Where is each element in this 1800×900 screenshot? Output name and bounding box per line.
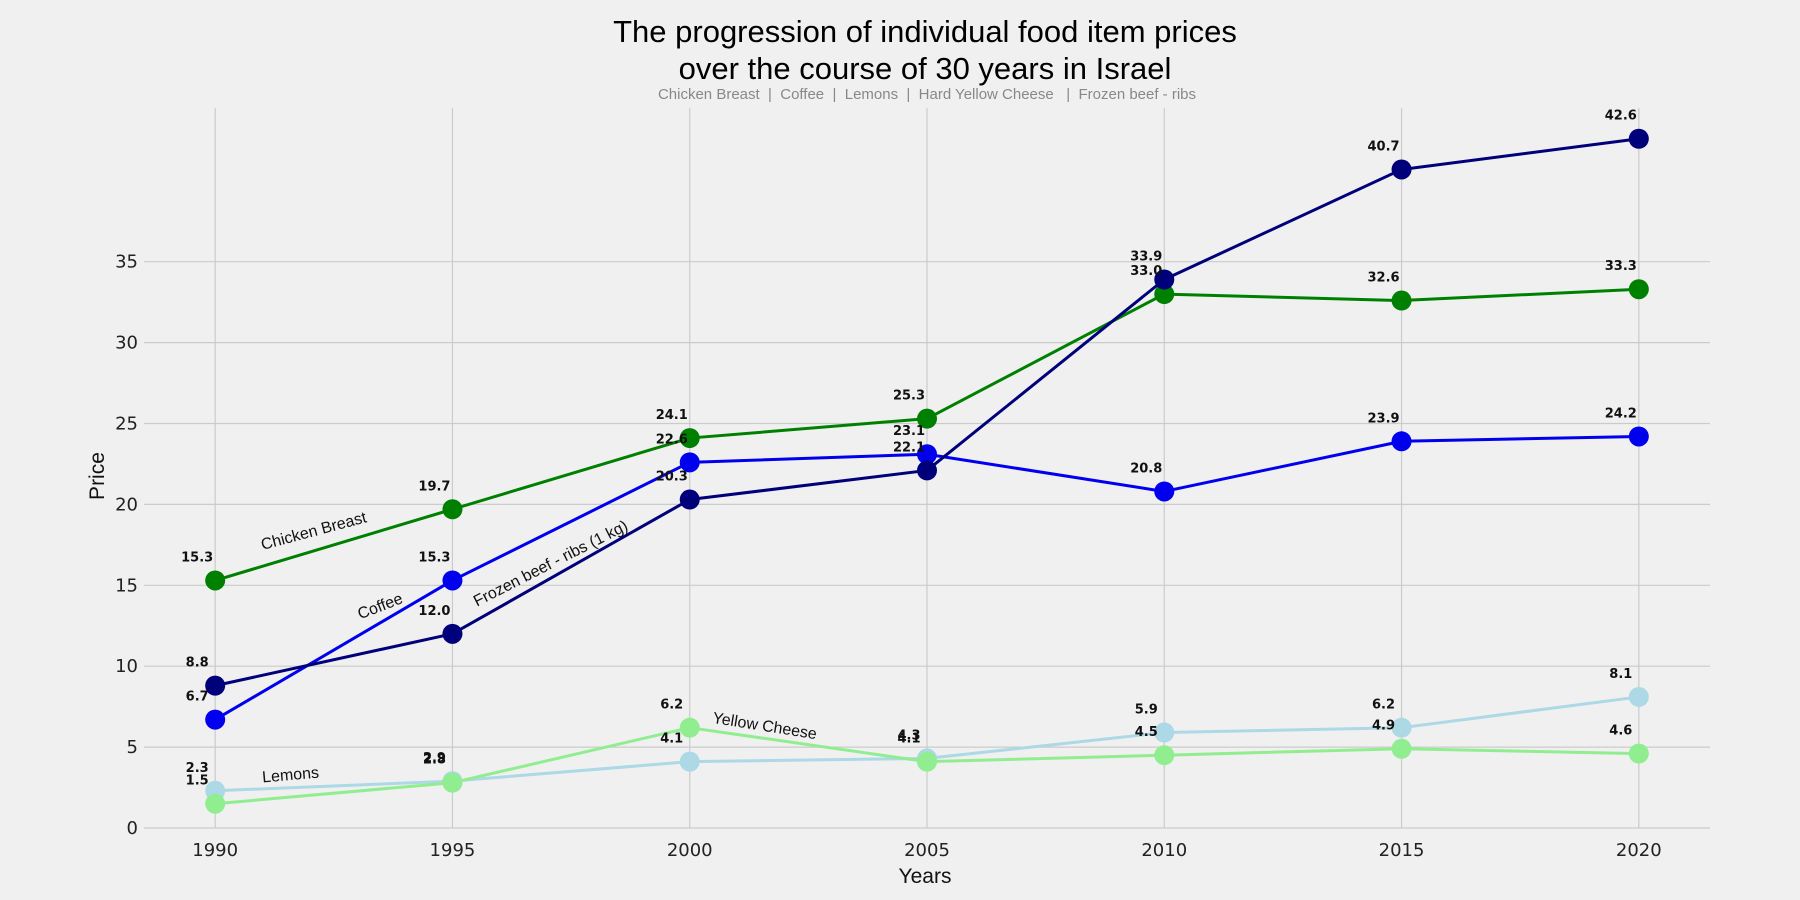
- data-point-chicken-breast: [679, 428, 700, 449]
- data-point-chicken-breast: [1154, 284, 1175, 305]
- data-point-chicken-breast: [1391, 290, 1412, 311]
- data-label-lemons: 6.2: [1372, 698, 1395, 713]
- x-tick-label: 2015: [1379, 840, 1425, 861]
- x-tick-label: 2010: [1141, 840, 1187, 861]
- data-point-yellow-cheese: [1628, 743, 1649, 764]
- data-point-yellow-cheese: [1391, 738, 1412, 759]
- y-tick-label: 10: [115, 656, 138, 677]
- data-label-coffee: 24.2: [1605, 406, 1637, 421]
- data-label-chicken-breast: 33.0: [1130, 264, 1162, 279]
- data-point-frozen-beef-ribs-1-kg: [1628, 128, 1649, 149]
- data-point-lemons: [1628, 686, 1649, 707]
- x-tick-label: 2005: [904, 840, 950, 861]
- chart-subtitle: Chicken Breast | Coffee | Lemons | Hard …: [658, 86, 1196, 103]
- y-tick-label: 5: [127, 737, 138, 758]
- data-label-coffee: 6.7: [186, 690, 209, 705]
- data-point-chicken-breast: [1628, 279, 1649, 300]
- y-tick-label: 20: [115, 494, 138, 515]
- series-points: [205, 128, 1649, 814]
- data-label-coffee: 22.6: [656, 432, 688, 447]
- data-label-coffee: 20.8: [1130, 461, 1162, 476]
- data-label-chicken-breast: 32.6: [1368, 271, 1400, 286]
- data-point-coffee: [917, 444, 937, 465]
- data-point-lemons: [1391, 717, 1412, 738]
- y-tick-label: 30: [115, 333, 138, 354]
- y-tick-label: 35: [115, 252, 138, 273]
- data-point-frozen-beef-ribs-1-kg: [917, 460, 937, 481]
- data-label-chicken-breast: 24.1: [656, 408, 688, 423]
- data-label-lemons: 4.1: [660, 732, 683, 747]
- data-label-yellow-cheese: 6.2: [660, 698, 683, 713]
- data-point-lemons: [1154, 722, 1175, 743]
- y-tick-label: 0: [127, 818, 138, 839]
- data-point-yellow-cheese: [679, 717, 700, 738]
- data-label-frozen-beef-ribs-1-kg: 33.9: [1130, 250, 1162, 265]
- data-label-frozen-beef-ribs-1-kg: 40.7: [1368, 139, 1400, 154]
- data-label-lemons: 2.9: [423, 751, 446, 766]
- chart-title-line-1: The progression of individual food item …: [613, 14, 1237, 49]
- y-tick-label: 25: [115, 414, 138, 435]
- data-point-frozen-beef-ribs-1-kg: [442, 623, 463, 644]
- data-label-lemons: 4.3: [897, 728, 920, 743]
- y-tick-label: 15: [115, 575, 138, 596]
- data-label-frozen-beef-ribs-1-kg: 12.0: [418, 604, 450, 619]
- data-label-frozen-beef-ribs-1-kg: 42.6: [1605, 109, 1637, 124]
- data-label-yellow-cheese: 4.1: [897, 732, 920, 747]
- data-label-chicken-breast: 33.3: [1605, 259, 1637, 274]
- y-tick-labels: 0 5 10 15 20 25 30 35: [115, 252, 138, 839]
- data-label-lemons: 2.3: [186, 761, 209, 776]
- data-label-lemons: 8.1: [1609, 667, 1632, 682]
- data-point-yellow-cheese: [442, 772, 463, 793]
- data-label-lemons: 5.9: [1135, 703, 1158, 718]
- data-label-yellow-cheese: 2.8: [423, 753, 446, 768]
- data-point-coffee: [1391, 431, 1412, 452]
- x-axis-label: Years: [899, 865, 952, 888]
- data-label-coffee: 23.9: [1368, 411, 1400, 426]
- data-label-frozen-beef-ribs-1-kg: 20.3: [656, 470, 688, 485]
- data-point-chicken-breast: [442, 499, 463, 520]
- x-tick-label: 2000: [667, 840, 713, 861]
- data-label-yellow-cheese: 4.6: [1609, 724, 1632, 739]
- data-point-frozen-beef-ribs-1-kg: [205, 675, 226, 696]
- x-tick-label: 1995: [430, 840, 476, 861]
- data-label-coffee: 15.3: [418, 550, 450, 565]
- data-point-coffee: [1628, 426, 1649, 447]
- x-tick-label: 2020: [1616, 840, 1662, 861]
- data-label-yellow-cheese: 4.5: [1135, 725, 1158, 740]
- data-labels: 15.3 19.7 24.1 25.3 33.0 32.6 33.3 6.7 15.3 22.6 2…: [181, 109, 1637, 789]
- data-point-lemons: [679, 751, 700, 772]
- data-label-chicken-breast: 25.3: [893, 389, 925, 404]
- data-label-yellow-cheese: 4.9: [1372, 719, 1395, 734]
- y-axis-label: Price: [86, 452, 109, 500]
- data-label-chicken-breast: 15.3: [181, 550, 213, 565]
- data-point-frozen-beef-ribs-1-kg: [1154, 269, 1175, 290]
- data-label-frozen-beef-ribs-1-kg: 22.1: [893, 440, 925, 455]
- x-tick-label: 1990: [192, 840, 238, 861]
- data-point-coffee: [205, 709, 226, 730]
- data-point-chicken-breast: [917, 408, 937, 429]
- data-point-coffee: [679, 452, 700, 473]
- data-point-coffee: [442, 570, 463, 591]
- data-point-yellow-cheese: [205, 793, 226, 814]
- data-label-frozen-beef-ribs-1-kg: 8.8: [186, 656, 209, 671]
- x-tick-labels: 1990 1995 2000 2005 2010 2015 2020: [192, 840, 1661, 861]
- data-point-yellow-cheese: [1154, 745, 1175, 766]
- data-label-yellow-cheese: 1.5: [186, 774, 209, 789]
- series-label-lemons: Lemons: [262, 765, 320, 787]
- data-point-coffee: [1154, 481, 1175, 502]
- data-label-coffee: 23.1: [893, 424, 925, 439]
- data-point-frozen-beef-ribs-1-kg: [679, 489, 700, 510]
- data-point-chicken-breast: [205, 570, 226, 591]
- data-point-yellow-cheese: [917, 751, 937, 772]
- chart-title-line-2: over the course of 30 years in Israel: [679, 51, 1172, 86]
- data-label-chicken-breast: 19.7: [418, 479, 450, 494]
- data-point-frozen-beef-ribs-1-kg: [1391, 159, 1412, 180]
